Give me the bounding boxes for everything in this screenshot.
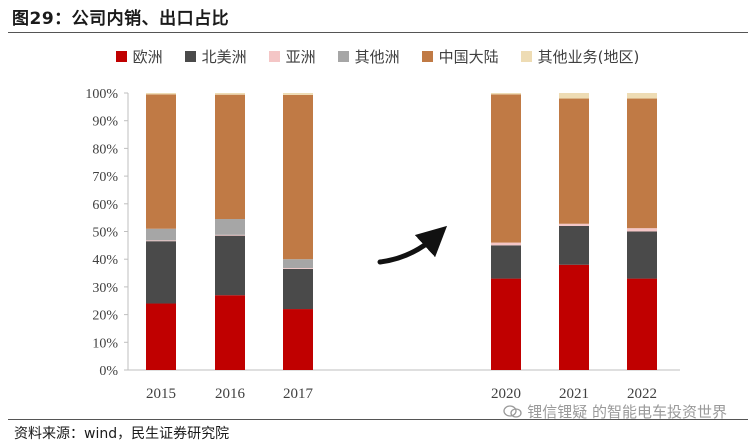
y-tick-label: 80%: [92, 142, 118, 157]
x-tick-label: 2016: [215, 386, 246, 402]
bar-north_america-2016: [215, 235, 245, 296]
y-tick-label: 30%: [92, 281, 118, 296]
bar-china_mainland-2016: [215, 94, 245, 220]
y-tick-label: 70%: [92, 170, 118, 185]
bar-other_continents-2016: [215, 219, 245, 235]
title-divider: [8, 32, 748, 33]
bar-europe-2021: [559, 264, 589, 370]
bar-north_america-2021: [559, 225, 589, 265]
legend-label-other-continents: 其他洲: [354, 48, 400, 66]
x-tick-label: 2020: [491, 386, 521, 402]
y-tick-label: 90%: [92, 115, 118, 130]
y-tick-label: 20%: [92, 309, 118, 324]
bar-europe-2020: [491, 278, 521, 370]
trend-arrow: [377, 225, 448, 265]
bar-china_mainland-2021: [559, 98, 589, 224]
bar-europe-2022: [627, 278, 657, 370]
watermark-text: 锂信锂疑 的智能电车投资世界: [527, 403, 727, 421]
bar-china_mainland-2022: [627, 98, 657, 229]
bar-asia-2021: [559, 223, 589, 226]
legend-item-china-mainland: 中国大陆: [421, 46, 499, 67]
legend-swatch-asia: [268, 51, 280, 62]
bar-north_america-2020: [491, 245, 521, 279]
y-tick-label: 40%: [92, 253, 118, 268]
legend-item-asia: 亚洲: [268, 46, 316, 67]
bar-other_continents-2017: [283, 259, 313, 269]
legend-label-asia: 亚洲: [285, 48, 316, 66]
legend-swatch-other-continents: [337, 51, 349, 62]
legend-label-europe: 欧洲: [132, 48, 163, 66]
y-axis: 0% 10% 20% 30% 40% 50% 60% 70% 80% 90% 100%: [85, 87, 680, 379]
footer-divider: [8, 419, 748, 420]
x-tick-label: 2022: [627, 386, 657, 402]
bar-asia-2020: [491, 242, 521, 246]
y-tick-label: 50%: [92, 226, 118, 241]
legend-swatch-north-america: [184, 51, 196, 62]
bar-europe-2016: [215, 295, 245, 370]
bar-asia-2022: [627, 228, 657, 232]
bar-europe-2017: [283, 309, 313, 370]
bar-other_continents-2015: [146, 228, 176, 241]
bar-china_mainland-2017: [283, 94, 313, 260]
bar-north_america-2017: [283, 268, 313, 310]
y-tick-label: 100%: [85, 87, 118, 102]
bar-other_business-2021: [559, 93, 589, 99]
bar-other_business-2022: [627, 93, 657, 99]
bar-north_america-2022: [627, 231, 657, 279]
source-note: 资料来源：wind，民生证券研究院: [14, 426, 230, 442]
legend-swatch-other-business: [520, 51, 532, 62]
x-tick-label: 2021: [559, 386, 589, 402]
bar-china_mainland-2015: [146, 94, 176, 229]
bar-north_america-2015: [146, 241, 176, 304]
bar-asia-2017: [283, 268, 313, 269]
legend-item-other-business: 其他业务(地区): [520, 46, 640, 67]
figure-title: 图29：公司内销、出口占比: [12, 9, 230, 29]
bar-other_business-2017: [283, 93, 313, 95]
watermark: 锂信锂疑 的智能电车投资世界: [503, 401, 727, 422]
legend-item-europe: 欧洲: [115, 46, 163, 67]
y-tick-label: 60%: [92, 198, 118, 213]
legend-label-china-mainland: 中国大陆: [438, 48, 499, 66]
x-axis-labels: 2015 2016 2017 2020 2021 2022: [146, 386, 657, 402]
legend-swatch-europe: [115, 51, 127, 62]
x-tick-label: 2017: [283, 386, 314, 402]
legend-item-other-continents: 其他洲: [337, 46, 400, 67]
y-tick-label: 10%: [92, 336, 118, 351]
bar-china_mainland-2020: [491, 94, 521, 243]
wechat-icon: [503, 404, 522, 418]
legend-label-other-business: 其他业务(地区): [537, 48, 640, 66]
bar-asia-2015: [146, 240, 176, 242]
legend-item-north-america: 北美洲: [184, 46, 247, 67]
x-tick-label: 2015: [146, 386, 176, 402]
bar-other_business-2020: [491, 93, 521, 95]
bar-asia-2016: [215, 234, 245, 236]
legend-swatch-china-mainland: [421, 51, 433, 62]
legend-label-north-america: 北美洲: [201, 48, 247, 66]
bar-other_business-2016: [215, 93, 245, 95]
y-tick-label: 0%: [99, 364, 118, 379]
bar-europe-2015: [146, 303, 176, 370]
bar-other_business-2015: [146, 93, 176, 95]
bars: [146, 93, 657, 370]
chart-legend: 欧洲 北美洲 亚洲 其他洲 中国大陆 其他业务(地区): [0, 46, 755, 67]
